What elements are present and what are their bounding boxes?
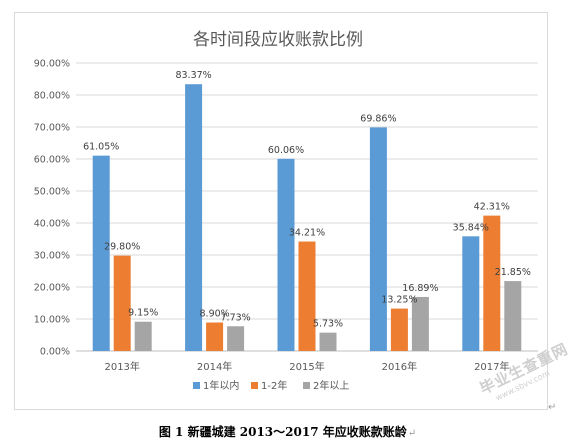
bar [113,255,131,351]
chart-svg: 各时间段应收账款比例 0.00% 10.00% 20.00% 30.00% 40.00%… [34,30,538,392]
y-tick-label: 30.00% [34,251,70,262]
bar [319,332,337,351]
data-label: 34.21% [289,228,325,239]
bar [369,127,387,351]
legend-swatch [193,382,200,389]
bar [92,155,110,351]
data-label: 13.25% [381,295,417,306]
paragraph-mark: ↵ [548,402,557,413]
data-label: 69.86% [360,113,396,124]
data-label: 83.37% [175,70,211,81]
legend-swatch [251,382,258,389]
caption-paragraph-mark: ↵ [407,428,417,439]
chart-title: 各时间段应收账款比例 [193,30,363,50]
figure-caption: 图 1 新疆城建 2013～2017 年应收账款账龄↵ [0,423,575,440]
data-label: 7.73% [221,312,251,323]
x-tick-label: 2014年 [197,360,232,373]
data-label: 16.89% [402,283,438,294]
y-tick-label: 80.00% [34,91,70,102]
x-tick-label: 2013年 [104,360,139,373]
x-axis-ticks: 2013年 2014年 2015年 2016年 2017年 [104,360,509,373]
y-tick-label: 50.00% [34,187,70,198]
bar [298,241,316,351]
figure-caption-text: 图 1 新疆城建 2013～2017 年应收账款账龄 [158,425,407,439]
y-tick-label: 10.00% [34,315,70,326]
y-tick-label: 20.00% [34,283,70,294]
data-label-layer: 61.05% 29.80% 9.15% 83.37% 8.90%7.73% 60.06% 3… [83,70,531,329]
bar [390,308,408,351]
data-label: 21.85% [495,267,531,278]
bar [483,215,501,351]
data-label: 42.31% [474,202,510,213]
bar [411,296,429,351]
data-label: 29.80% [104,242,140,253]
legend-label: 1-2年 [261,379,287,392]
bar [185,84,203,351]
bar [277,158,295,351]
legend-label: 2年以上 [313,379,349,392]
bar-layer [92,84,522,351]
y-tick-label: 60.00% [34,155,70,166]
bar [206,322,224,351]
legend-label: 1年以内 [203,379,239,392]
data-label: 8.90% [200,309,230,320]
x-tick-label: 2017年 [474,360,509,373]
chart-frame: 各时间段应收账款比例 0.00% 10.00% 20.00% 30.00% 40.00%… [14,12,548,410]
bar [504,281,522,351]
bar [134,321,152,351]
bar [462,236,480,351]
bar [227,326,245,351]
y-tick-label: 90.00% [34,59,70,70]
data-label: 60.06% [268,145,304,156]
y-axis-ticks: 0.00% 10.00% 20.00% 30.00% 40.00% 50.00% 60.00… [34,59,70,358]
data-label: 5.73% [313,319,343,330]
data-label: 9.15% [128,308,158,319]
x-tick-label: 2015年 [289,360,324,373]
x-tick-label: 2016年 [382,360,417,373]
data-label: 35.84% [453,222,489,233]
legend-swatch [303,382,310,389]
grid-layer [76,62,538,352]
y-tick-label: 40.00% [34,219,70,230]
y-tick-label: 70.00% [34,123,70,134]
y-tick-label: 0.00% [40,347,70,358]
legend: 1年以内 1-2年 2年以上 [193,379,349,392]
data-label: 61.05% [83,142,119,153]
